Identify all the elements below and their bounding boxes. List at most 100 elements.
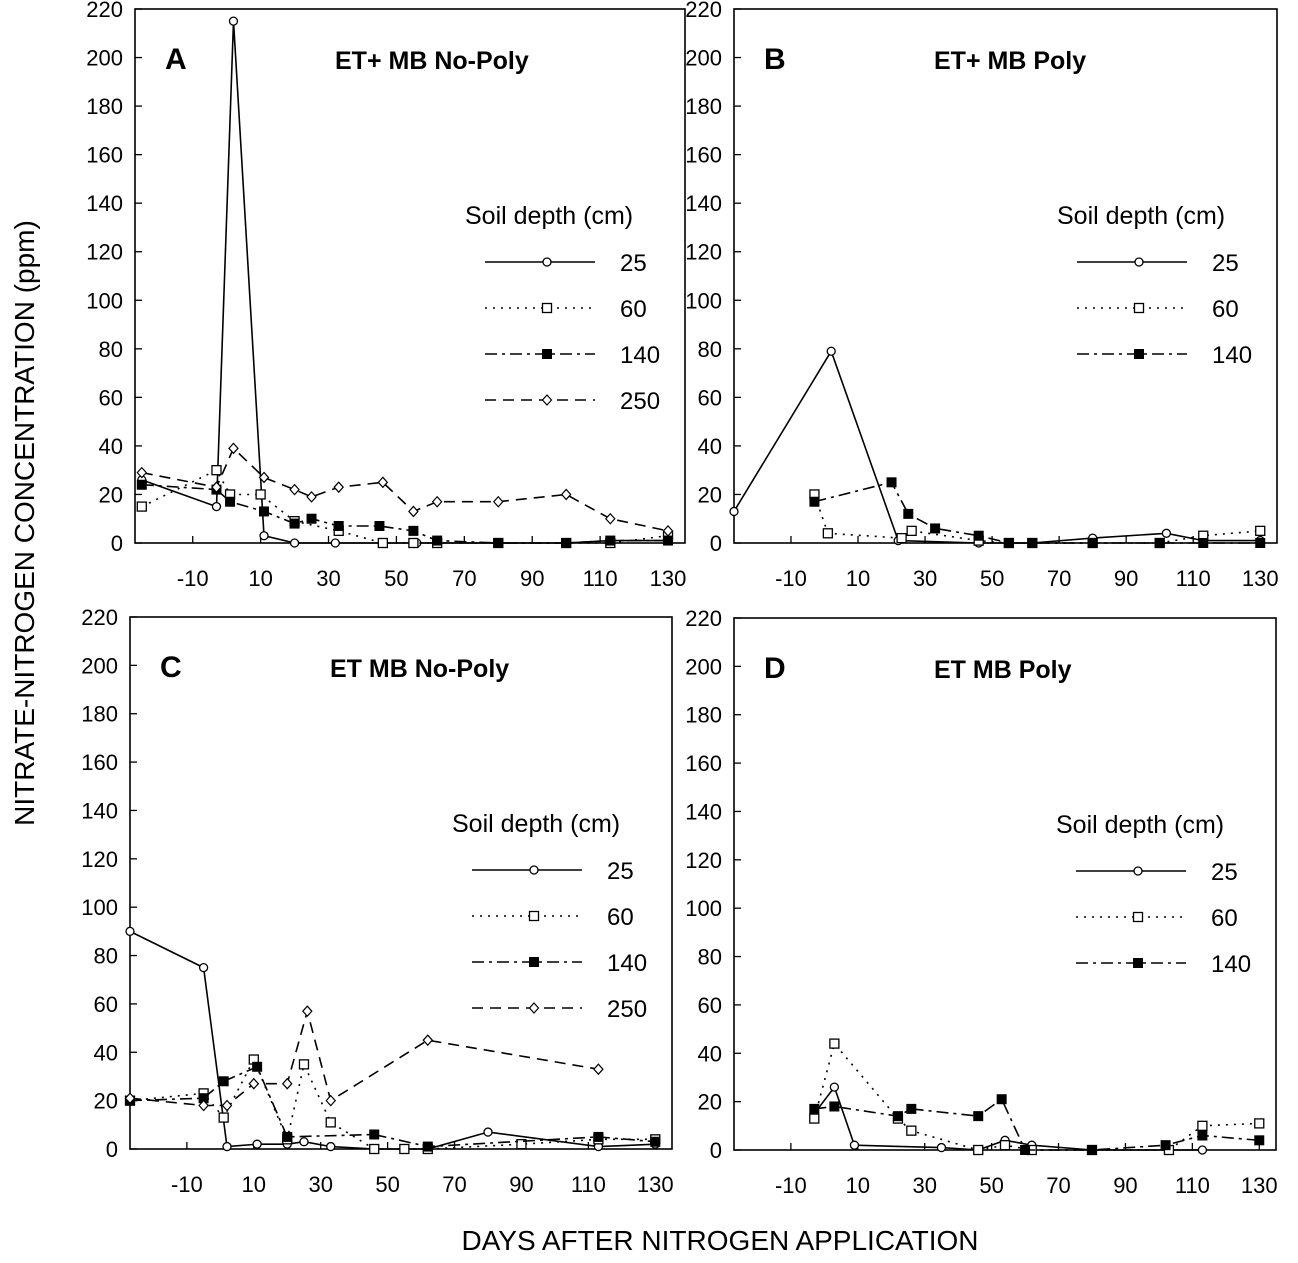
data-point xyxy=(399,1143,410,1155)
legend-label: 60 xyxy=(1211,905,1238,932)
data-point xyxy=(298,1059,310,1070)
x-tick-label: 50 xyxy=(979,1173,1003,1198)
series-140 xyxy=(809,1094,1265,1155)
panel-b: 0 20 40 60 80 100 120 140 160 180 200 220 -10 10 30 50 7… xyxy=(685,0,1278,591)
data-point xyxy=(906,1103,917,1114)
data-point xyxy=(973,1111,984,1122)
data-point xyxy=(886,477,897,488)
y-tick-label: 100 xyxy=(685,288,722,313)
legend-marker xyxy=(529,865,539,875)
data-point xyxy=(218,1076,229,1087)
legend-title: Soil depth (cm) xyxy=(452,810,620,838)
y-tick-label: 160 xyxy=(86,143,123,168)
data-point xyxy=(377,476,389,489)
data-point xyxy=(492,495,504,508)
data-point xyxy=(198,962,209,973)
data-point xyxy=(493,538,504,548)
legend: Soil depth (cm) 25 60 140 250 xyxy=(465,202,660,415)
data-point xyxy=(1161,528,1172,538)
panel-letter: A xyxy=(165,43,187,76)
data-point xyxy=(289,518,300,529)
data-point xyxy=(826,346,836,356)
legend-marker xyxy=(528,910,540,922)
data-point xyxy=(252,1061,263,1072)
plot-frame xyxy=(733,8,1278,544)
x-tick-label: 110 xyxy=(571,1172,606,1197)
y-tick-label: 40 xyxy=(698,434,722,459)
panel-c: 0 20 40 60 80 100 120 140 160 180 200 220 -10 10 30 50 7… xyxy=(81,605,673,1197)
y-tick-label: 20 xyxy=(698,1090,722,1115)
data-point xyxy=(248,1077,260,1090)
legend-title: Soil depth (cm) xyxy=(465,202,633,230)
y-tick-label: 0 xyxy=(111,531,123,556)
y-tick-label: 20 xyxy=(99,482,123,507)
data-point xyxy=(809,496,820,507)
legend-label: 25 xyxy=(607,858,634,885)
data-point xyxy=(228,442,239,455)
y-tick-label: 220 xyxy=(685,606,722,631)
legend-marker xyxy=(529,957,539,967)
data-point xyxy=(605,535,616,546)
data-point xyxy=(422,1034,434,1047)
data-point xyxy=(1254,1135,1265,1146)
data-point xyxy=(369,1129,380,1140)
data-point xyxy=(289,538,300,548)
data-point xyxy=(369,1143,380,1155)
data-point xyxy=(211,465,222,476)
y-tick-label: 220 xyxy=(685,0,722,22)
y-tick-label: 60 xyxy=(94,992,118,1017)
x-tick-label: 30 xyxy=(316,566,340,591)
legend-label: 25 xyxy=(1212,250,1239,277)
data-point xyxy=(377,537,388,549)
series-line xyxy=(141,447,669,532)
data-point xyxy=(281,1077,293,1090)
data-point xyxy=(136,479,147,490)
x-tick-label: -10 xyxy=(775,566,807,591)
legend-marker xyxy=(1134,349,1144,359)
x-tick-label: 90 xyxy=(1114,566,1138,591)
y-tick-label: 60 xyxy=(698,385,722,410)
y-tick-label: 140 xyxy=(685,191,722,216)
data-point xyxy=(422,1141,433,1152)
legend-marker xyxy=(528,1002,540,1014)
legend: Soil depth (cm) 25 60 140 250 xyxy=(452,810,647,1023)
data-point xyxy=(1087,538,1098,548)
y-tick-label: 120 xyxy=(86,240,123,265)
y-tick-label: 180 xyxy=(81,702,118,727)
y-tick-label: 100 xyxy=(81,895,118,920)
data-point xyxy=(829,1101,840,1112)
data-point xyxy=(906,525,917,537)
y-tick-label: 200 xyxy=(86,46,123,71)
data-point xyxy=(258,471,270,484)
y-tick-label: 200 xyxy=(685,46,722,71)
y-tick-label: 180 xyxy=(86,94,123,119)
data-point xyxy=(221,1099,233,1112)
y-axis-title: NITRATE-NITROGEN CONCENTRATION (ppm) xyxy=(9,220,40,826)
data-point xyxy=(593,1131,604,1142)
data-point xyxy=(903,508,914,519)
data-point xyxy=(1154,538,1165,548)
data-point xyxy=(973,530,984,541)
data-point xyxy=(809,1103,820,1114)
legend-label: 60 xyxy=(620,296,647,323)
data-point xyxy=(1086,1145,1097,1155)
x-tick-label: -10 xyxy=(177,566,209,591)
x-tick-label: 130 xyxy=(1242,566,1279,591)
legend-label: 140 xyxy=(620,342,660,369)
data-point xyxy=(809,1113,820,1124)
data-point xyxy=(1255,538,1266,548)
data-point xyxy=(125,926,135,937)
data-point xyxy=(729,506,739,517)
data-point xyxy=(218,1112,229,1123)
y-tick-label: 0 xyxy=(710,531,722,556)
data-point xyxy=(289,483,300,496)
data-point xyxy=(228,16,239,26)
data-point xyxy=(829,1082,840,1092)
data-point xyxy=(561,538,572,548)
data-point xyxy=(136,501,147,512)
data-point xyxy=(222,1141,232,1152)
data-point xyxy=(906,1125,917,1136)
data-point xyxy=(325,1117,336,1128)
data-point xyxy=(930,523,941,534)
series-line xyxy=(813,494,1261,544)
